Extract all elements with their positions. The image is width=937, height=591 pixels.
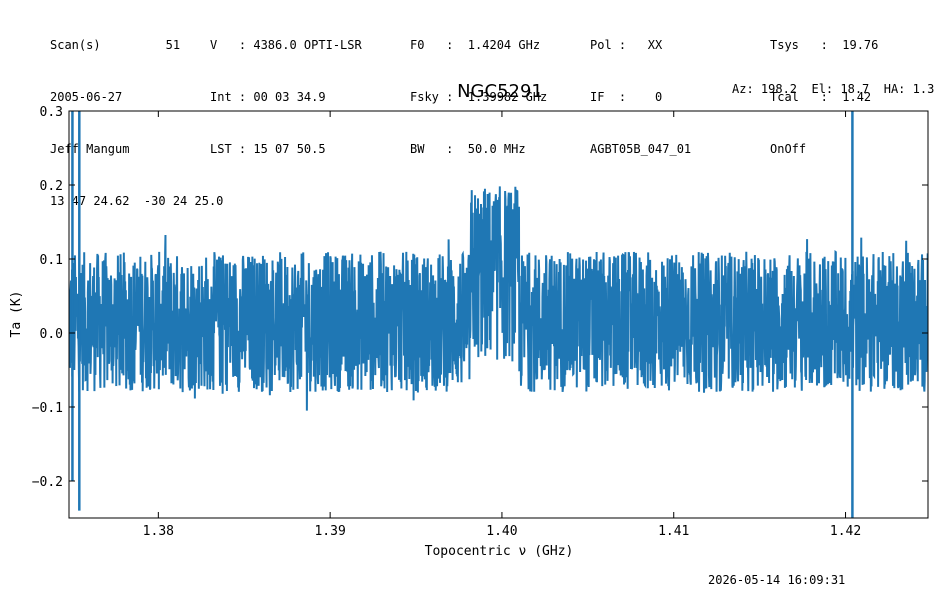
tcal-label: Tcal : 1.42 (770, 90, 872, 104)
lst-label: LST : 15 07 50.5 (210, 142, 326, 156)
y-axis-label: Ta (K) (9, 291, 24, 338)
x-tick-label: 1.42 (830, 524, 861, 539)
x-axis-label: Topocentric ν (GHz) (425, 544, 574, 559)
spectrum-line (69, 186, 928, 411)
y-tick-label: 0.3 (40, 105, 63, 120)
tsys-label: Tsys : 19.76 (770, 38, 879, 52)
timestamp: 2026-05-14 16:09:31 (708, 573, 846, 587)
velocity-label: V : 4386.0 OPTI-LSR (210, 38, 362, 52)
y-tick-label: −0.1 (32, 401, 63, 416)
y-tick-label: −0.2 (32, 475, 63, 490)
int-label: Int : 00 03 34.9 (210, 90, 326, 104)
x-tick-label: 1.41 (658, 524, 689, 539)
f0-label: F0 : 1.4204 GHz (410, 38, 541, 52)
header-col-4: Pol : XX IF : 0 AGBT05B_047_01 (590, 10, 691, 170)
y-tick-label: 0.0 (40, 327, 63, 342)
x-tick-label: 1.39 (314, 524, 345, 539)
scan-label: Scan(s) 51 (50, 38, 181, 52)
y-tick-label: 0.1 (40, 253, 63, 268)
y-tick-label: 0.2 (40, 179, 63, 194)
azel-label: Az: 198.2 El: 18.7 HA: 1.3 (732, 82, 935, 96)
plot-frame (68, 110, 929, 519)
project-label: AGBT05B_047_01 (590, 142, 692, 156)
x-tick-label: 1.40 (486, 524, 517, 539)
fsky-label: Fsky : 1.39982 GHz (410, 90, 548, 104)
x-tick-label: 1.38 (143, 524, 174, 539)
mode-label: OnOff (770, 142, 807, 156)
header-col-3: F0 : 1.4204 GHz Fsky : 1.39982 GHz BW : … (410, 10, 547, 170)
plot-area: 1.38 1.39 1.40 1.41 1.42 −0.2 −0.1 0.0 0.1 0.2 0.3 (32, 105, 929, 539)
chart-title: NGC5291 (457, 81, 543, 102)
pol-label: Pol : XX (590, 38, 663, 52)
if-label: IF : 0 (590, 90, 663, 104)
bw-label: BW : 50.0 MHz (410, 142, 526, 156)
header-col-5: Tsys : 19.76 Tcal : 1.42 OnOff (770, 10, 878, 170)
date-label: 2005-06-27 (50, 90, 123, 104)
header-col-2: V : 4386.0 OPTI-LSR Int : 00 03 34.9 LST… (210, 10, 362, 170)
